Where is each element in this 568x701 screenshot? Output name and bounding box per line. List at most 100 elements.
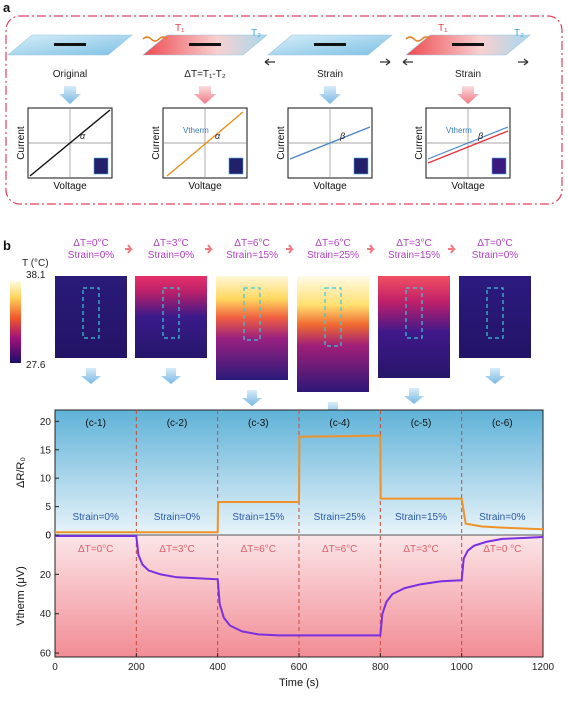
thermal-inset [491,157,507,175]
heat-wave-icon [405,36,431,42]
arrow-right-icon [380,58,391,66]
panel-b-label: b [3,238,11,253]
iv-ylabel: Current [276,126,287,160]
x-tick-label: 0 [52,662,58,673]
y-axis-title-bottom: Vtherm (μV) [15,566,27,626]
iv-line [289,126,371,160]
condition-dt: ΔT=6°C [315,238,350,249]
sensor-strip [314,43,346,46]
strain-label: Strain=0% [72,512,119,523]
iv-xlabel: Voltage [313,181,347,192]
segment-label: (c-3) [248,418,269,429]
segment-label: (c-4) [329,418,350,429]
chart-area: (c-1) (c-2) (c-3) (c-4) (c-5) (c-6) Strain=0% S… [15,409,555,689]
y-tick-label-bottom: 40 [40,609,52,620]
sensor-strip [54,43,86,46]
panel-a-dashed-frame [5,15,563,205]
segment-label: (c-2) [167,418,188,429]
angle-label: α [215,131,221,141]
condition-strain: Strain=15% [226,250,278,261]
y-tick-label-bottom: 60 [40,649,52,660]
sensor-outline [243,287,261,341]
thermal-image [378,276,450,378]
dt-label: ΔT=6°C [322,544,357,555]
colorbar [10,281,21,363]
thermal-image [216,276,288,380]
y-tick-label-top: 10 [40,474,52,485]
sensor-outline [486,287,504,339]
condition-dt: ΔT=0°C [477,238,512,249]
condition-dt: ΔT=3°C [396,238,431,249]
segment-label: (c-6) [492,418,513,429]
down-arrow-icon [59,86,81,104]
x-tick-label: 800 [372,662,389,673]
condition-strain: Strain=25% [307,250,359,261]
condition-dt: ΔT=3°C [153,238,188,249]
strain-label: Strain=15% [395,512,447,523]
t2-label: T₂ [251,28,261,39]
iv-line [166,111,244,177]
strain-label: Strain=0% [479,512,526,523]
segment-label: (c-5) [411,418,432,429]
iv-line-ref [427,126,509,160]
iv-xlabel: Voltage [451,181,485,192]
condition-dt: ΔT=6°C [234,238,269,249]
segment-label: (c-1) [85,418,106,429]
dt-label: ΔT=6°C [241,544,276,555]
condition-dt: ΔT=0°C [73,238,108,249]
y-tick-label-top: 15 [40,445,52,456]
arrow-right-icon [518,58,529,66]
dt-label: ΔT=3°C [159,544,194,555]
down-arrow-icon [404,388,424,404]
case-caption: Strain [317,69,343,80]
thermal-inset [228,157,244,175]
down-arrow-icon [242,390,262,406]
down-arrow-icon [319,86,341,104]
sensor-strip [189,43,221,46]
angle-label: β [339,131,345,141]
thermal-inset [353,157,369,175]
x-tick-label: 400 [209,662,226,673]
down-arrow-icon [194,86,216,104]
series-line-vtherm [55,535,544,637]
y-axis-title-top: ΔR/R₀ [15,457,27,488]
thermal-image [297,276,369,392]
colorbar-title: T (°C) [22,258,49,269]
thermal-image [55,276,127,358]
right-arrow-icon [286,244,294,254]
condition-strain: Strain=0% [472,250,519,261]
y-tick-label-top: 20 [40,417,52,428]
strain-label: Strain=0% [154,512,201,523]
sensor-outline [324,287,342,347]
x-tick-label: 1200 [532,662,555,673]
thermal-image [135,276,207,358]
condition-strain: Strain=0% [68,250,115,261]
strain-label: Strain=25% [314,512,366,523]
down-arrow-icon [457,86,479,104]
case-caption: Strain [455,69,481,80]
y-tick-label-bottom: 0 [45,531,51,542]
panel-a-label: a [3,0,11,15]
iv-ylabel: Current [16,126,27,160]
down-arrow-icon [81,368,101,384]
iv-line [427,130,509,164]
iv-ylabel: Current [151,126,162,160]
colorbar-max: 38.1 [26,270,46,281]
case-caption: ΔT=T₁-T₂ [184,69,226,80]
y-tick-label-top: 5 [45,502,51,513]
iv-xlabel: Voltage [53,181,87,192]
iv-line [29,109,111,177]
sensor-outline [162,287,180,339]
arrow-left-icon [264,58,275,66]
sensor-outline [405,287,423,339]
iv-ylabel: Current [414,126,425,160]
dt-label: ΔT=3°C [403,544,438,555]
x-tick-label: 1000 [451,662,474,673]
arrow-left-icon [402,58,413,66]
condition-strain: Strain=15% [388,250,440,261]
thermal-image [459,276,531,358]
right-arrow-icon [448,244,456,254]
thermal-inset [93,157,109,175]
